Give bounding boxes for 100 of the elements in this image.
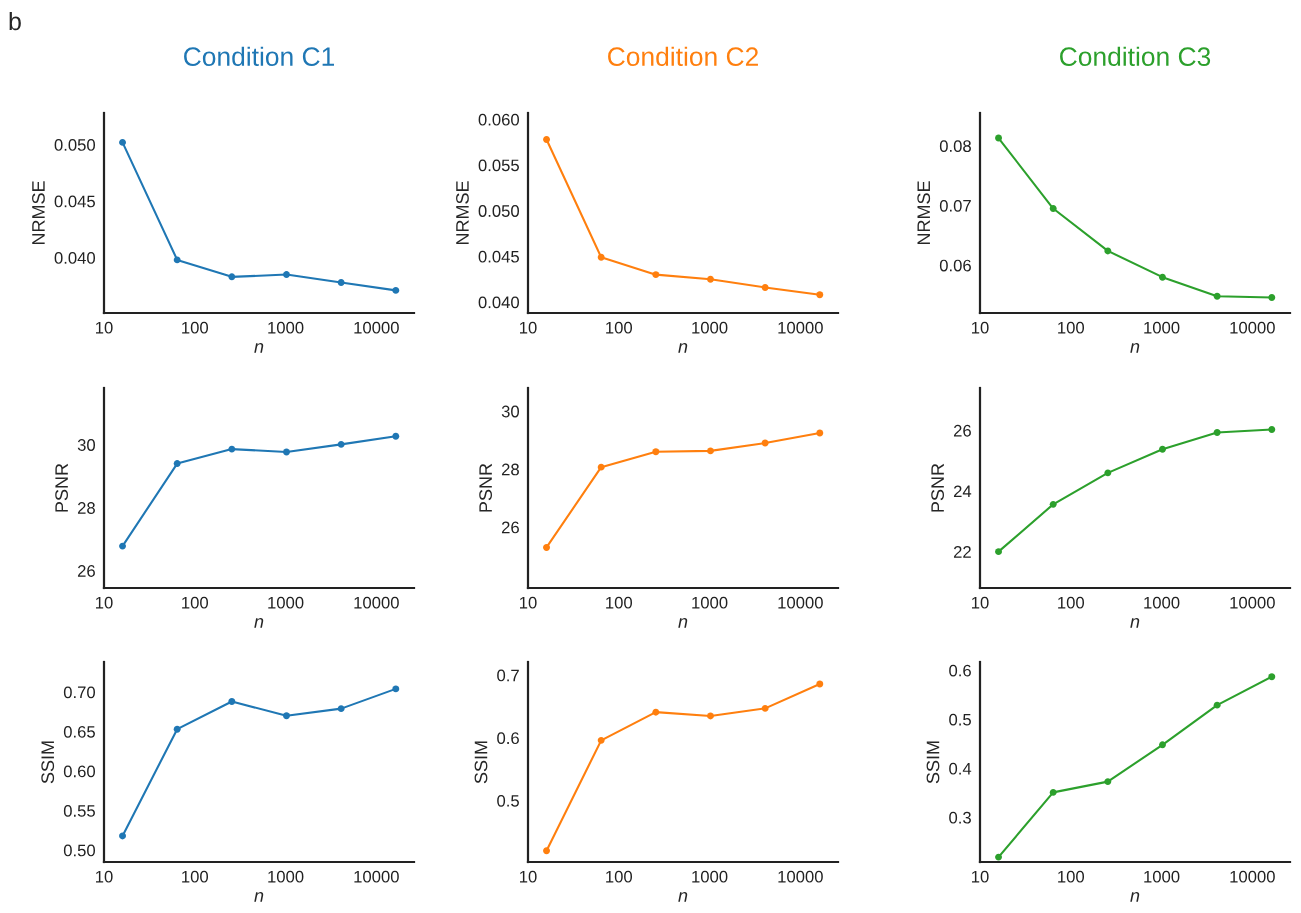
point: [707, 275, 714, 283]
x-axis-title: n: [678, 892, 688, 902]
x-tick-label: 10: [520, 596, 537, 609]
point: [119, 542, 126, 550]
x-axis-title: n: [1130, 892, 1140, 902]
y-tick-label: 0.70: [63, 686, 96, 699]
point: [173, 256, 181, 264]
y-axis-title: SSIM: [926, 741, 940, 784]
x-tick-label: 100: [606, 870, 633, 883]
point: [228, 698, 236, 705]
chart-title: Condition C2: [608, 46, 758, 67]
point: [173, 460, 181, 468]
x-tick-label: 1000: [1144, 321, 1180, 334]
x-tick-label: 100: [182, 321, 209, 334]
point: [652, 448, 660, 456]
point: [1268, 673, 1276, 681]
x-tick-label: 1000: [268, 321, 304, 334]
point: [392, 432, 400, 440]
y-tick-label: 28: [77, 502, 95, 514]
point: [337, 279, 345, 286]
x-tick-label: 10: [96, 870, 113, 883]
y-tick-label: 26: [77, 565, 95, 577]
point: [1049, 788, 1057, 796]
x-axis-title: n: [1130, 618, 1140, 628]
x-tick-label: 100: [1058, 596, 1085, 609]
x-axis-title: n: [254, 343, 264, 353]
point: [228, 273, 236, 281]
x-tick-label: 10000: [354, 596, 399, 609]
y-tick-label: 0.6: [497, 732, 519, 745]
point: [392, 286, 400, 294]
point: [337, 705, 345, 713]
y-axis-title: NRMSE: [917, 181, 931, 245]
x-tick-label: 100: [606, 596, 633, 609]
x-tick-label: 1000: [692, 870, 728, 883]
point: [652, 271, 660, 279]
y-axis-title: PSNR: [931, 463, 945, 512]
y-tick-label: 0.5: [497, 794, 519, 807]
point: [652, 708, 660, 716]
point: [543, 543, 550, 551]
y-axis-title: NRMSE: [32, 181, 45, 245]
point: [1268, 294, 1276, 301]
y-tick-label: 0.06: [939, 259, 971, 272]
point: [283, 448, 290, 456]
y-tick-label: 28: [501, 463, 519, 476]
point: [816, 429, 824, 437]
point: [816, 291, 824, 299]
y-tick-label: 0.55: [63, 805, 95, 817]
x-axis-title: n: [254, 892, 264, 902]
point: [1159, 445, 1166, 453]
y-tick-label: 0.040: [54, 252, 96, 264]
x-tick-label: 10000: [354, 321, 399, 334]
point: [597, 253, 605, 261]
x-axis-title: n: [1130, 343, 1140, 353]
x-tick-label: 10: [972, 596, 989, 609]
y-axis-title: PSNR: [55, 463, 69, 512]
x-tick-label: 10000: [778, 321, 823, 334]
y-tick-label: 0.055: [478, 159, 519, 172]
y-axis-title: PSNR: [479, 463, 493, 512]
point: [173, 725, 181, 733]
y-tick-label: 0.60: [63, 765, 96, 778]
y-tick-label: 0.3: [949, 811, 971, 824]
point: [543, 847, 550, 855]
y-tick-label: 24: [953, 485, 972, 498]
x-axis-title: n: [254, 618, 264, 628]
x-tick-label: 10: [520, 870, 537, 883]
y-axis-title: NRMSE: [456, 181, 469, 245]
x-tick-label: 10000: [1230, 870, 1275, 883]
point: [283, 271, 290, 279]
y-tick-label: 30: [77, 439, 96, 451]
point: [995, 853, 1002, 861]
y-axis-title: SSIM: [474, 741, 488, 784]
y-tick-label: 0.65: [63, 725, 95, 738]
x-tick-label: 10: [96, 596, 113, 609]
y-tick-label: 0.7: [497, 669, 519, 682]
y-tick-label: 0.6: [949, 664, 971, 677]
point: [707, 712, 714, 720]
y-tick-label: 0.045: [478, 250, 519, 263]
point: [1104, 778, 1112, 786]
point: [119, 832, 126, 840]
y-tick-label: 26: [501, 521, 519, 534]
point: [119, 138, 126, 146]
point: [995, 134, 1002, 142]
point: [543, 136, 550, 143]
x-tick-label: 10000: [354, 870, 399, 883]
point: [597, 736, 605, 744]
y-tick-label: 0.045: [54, 195, 95, 208]
point: [597, 463, 605, 471]
y-tick-label: 26: [953, 424, 971, 437]
chart-title: Condition C1: [184, 46, 334, 67]
point: [761, 283, 769, 291]
y-tick-label: 0.050: [54, 139, 96, 151]
point: [337, 440, 345, 448]
y-tick-label: 0.07: [939, 199, 971, 212]
point: [995, 548, 1002, 556]
y-tick-label: 0.5: [949, 713, 971, 726]
text: b: [9, 11, 21, 31]
point: [1049, 500, 1057, 508]
x-tick-label: 10000: [1230, 596, 1275, 609]
y-tick-label: 0.050: [478, 205, 520, 217]
point: [1049, 205, 1057, 212]
